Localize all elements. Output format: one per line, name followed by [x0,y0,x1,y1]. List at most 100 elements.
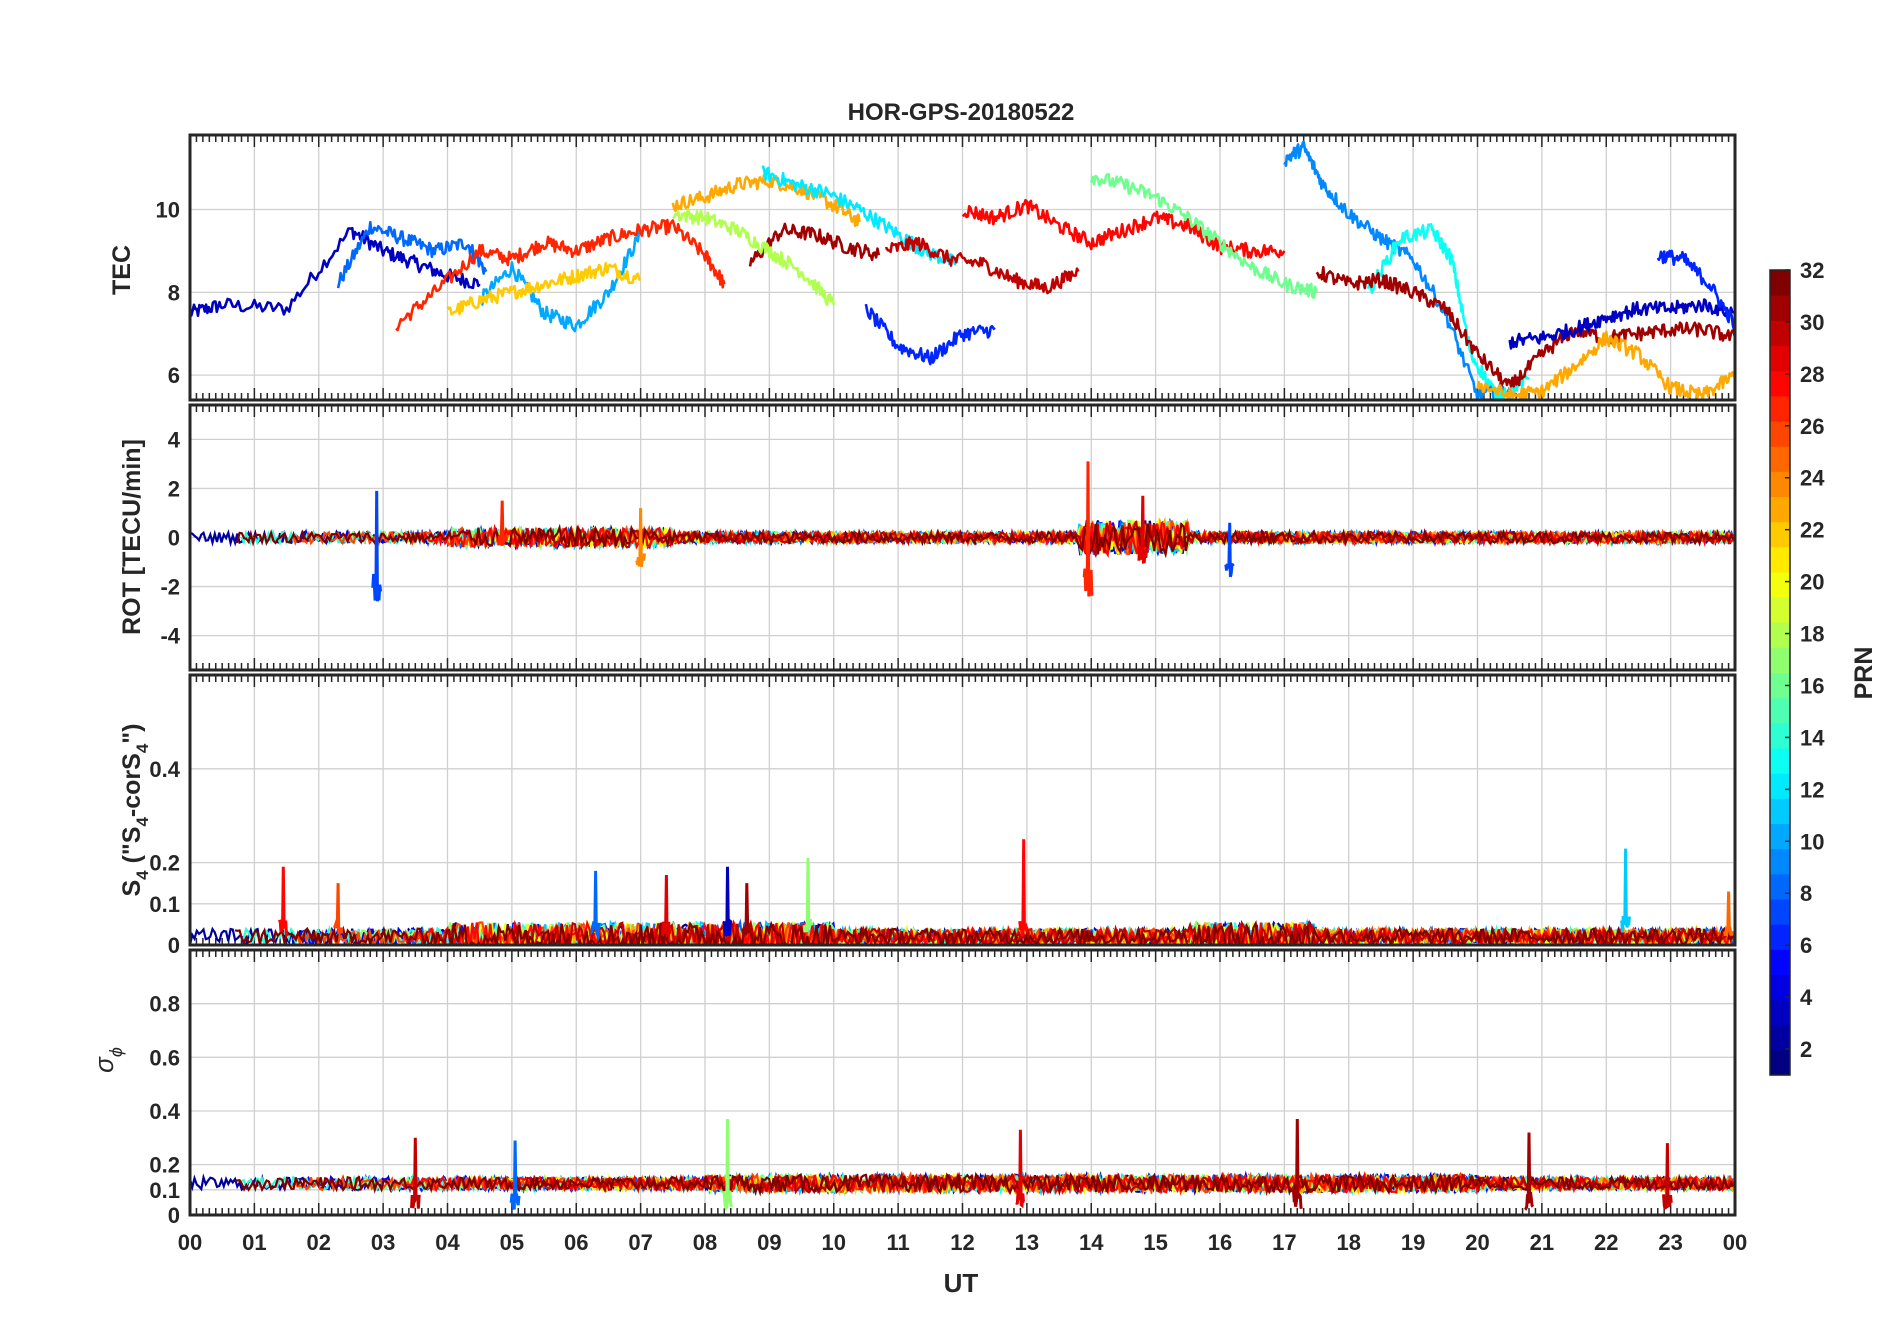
colorbar-tick-label: 16 [1800,673,1824,698]
spike-mark [371,490,383,602]
colorbar-tick-label: 2 [1800,1037,1812,1062]
x-tick-label: 19 [1401,1230,1425,1255]
colorbar-swatch [1770,898,1790,925]
tec-series-line [1315,265,1735,388]
colorbar-swatch [1770,1049,1790,1076]
tec-series-line [446,261,642,316]
x-tick-label: 02 [307,1230,331,1255]
spike-mark [278,866,289,938]
tec-series-line [748,222,881,267]
noise-series-line [234,920,1734,945]
tec-series-line [1283,140,1511,400]
panel-s4: 0 0.1 0.2 0.4 [149,673,1737,958]
x-tick-label: 15 [1143,1230,1167,1255]
colorbar-swatch [1770,873,1790,900]
y-axis-label-tec: TEC [108,245,136,295]
panel-frame [188,403,1737,672]
spike-mark [1620,848,1631,933]
data-layer [190,140,1735,400]
x-tick-label: 14 [1079,1230,1104,1255]
colorbar-swatch [1770,1024,1790,1051]
x-tick-label: 23 [1658,1230,1682,1255]
colorbar-tick-label: 14 [1800,725,1825,750]
y-tick-label: 10 [156,198,180,223]
colorbar-swatch [1770,697,1790,724]
y-tick-label: 4 [168,427,181,452]
x-tick-label: 12 [950,1230,974,1255]
colorbar-swatch [1770,496,1790,523]
spike-mark [1082,461,1094,597]
colorbar-swatch [1770,521,1790,548]
colorbar-swatch [1770,597,1790,623]
y-tick-label: 0.2 [149,1153,180,1178]
tec-series-line [961,198,1286,259]
colorbar-swatch [1770,446,1790,472]
x-tick-label: 06 [564,1230,588,1255]
panel-tec: 6 8 10 [156,133,1737,402]
x-tick-label: 16 [1208,1230,1232,1255]
colorbar-tick-label: 30 [1800,310,1824,335]
x-tick-label: 21 [1530,1230,1554,1255]
tec-series-line [864,303,996,366]
spike-mark [635,508,646,568]
y-tick-label: 0.8 [149,992,180,1017]
spike-mark [1723,891,1734,939]
spike-mark [1137,495,1149,564]
colorbar-swatch [1770,546,1790,573]
colorbar-swatch [1770,571,1790,598]
spike-mark [1224,522,1235,578]
noise-series-line [234,522,1735,559]
chart-title: HOR-GPS-20180522 [848,99,1075,126]
x-axis: 00 01 02 03 04 05 06 07 08 09 10 11 12 13 14 15 16 17 18 19… [178,1230,1747,1255]
colorbar-swatch [1770,420,1790,447]
colorbar-swatch [1770,395,1790,422]
colorbar-swatch [1770,848,1790,875]
x-tick-label: 20 [1465,1230,1489,1255]
y-tick-label: 0.1 [149,892,180,917]
noise-series-line [234,1170,1735,1197]
panel-sigma-phi: 00.10.2 0.4 0.6 0.8 [149,948,1737,1228]
x-tick-label: 04 [435,1230,460,1255]
tec-series-line [1508,298,1735,350]
colorbar-tick-label: 10 [1800,829,1824,854]
colorbar-tick-label: 6 [1800,933,1812,958]
x-tick-label: 05 [500,1230,524,1255]
x-axis-label: UT [944,1268,979,1298]
spike-mark [1524,1132,1535,1211]
x-tick-label: 10 [822,1230,846,1255]
data-layer [190,1118,1735,1212]
colorbar-swatch [1770,370,1790,397]
colorbar-tick-label: 24 [1800,466,1825,491]
x-tick-label: 08 [693,1230,717,1255]
x-tick-label: 13 [1015,1230,1039,1255]
colorbar-swatch [1770,295,1790,321]
y-tick-label: 6 [168,363,180,388]
y-tick-label: 2 [168,476,180,501]
colorbar-tick-label: 20 [1800,570,1824,595]
colorbar-swatch [1770,722,1790,749]
tec-series-line [395,218,726,332]
x-tick-label: 01 [242,1230,266,1255]
panel-frame [188,948,1737,1217]
x-tick-label: 03 [371,1230,395,1255]
tec-series-line [1090,173,1318,300]
colorbar-tick-label: 8 [1800,881,1812,906]
colorbar-tick-label: 28 [1800,362,1824,387]
x-tick-label: 11 [886,1230,909,1255]
colorbar-tick-label: 22 [1800,518,1824,543]
spike-mark [741,883,753,937]
tec-series-line [761,165,957,266]
colorbar-swatch [1770,924,1790,950]
panel-frame [188,673,1737,947]
spike-mark [497,500,508,547]
data-layer [190,839,1735,945]
x-tick-label: 22 [1594,1230,1618,1255]
y-tick-label: 0.2 [149,851,180,876]
colorbar-tick-label: 18 [1800,622,1824,647]
x-tick-label: 18 [1337,1230,1361,1255]
colorbar-tick-label: 4 [1800,985,1813,1010]
spike-mark [1015,1129,1025,1209]
tec-series-line [478,228,642,333]
spike-mark [1018,839,1029,937]
